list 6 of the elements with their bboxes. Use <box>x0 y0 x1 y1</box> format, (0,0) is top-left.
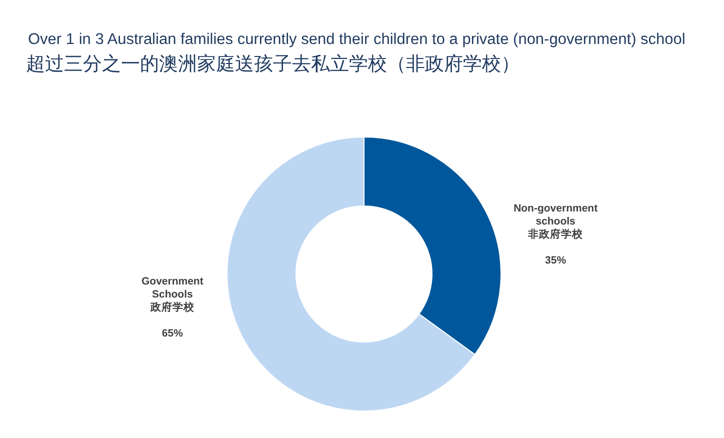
chart-title: Over 1 in 3 Australian families currently send their children to a private (non-government) school <box>28 31 686 48</box>
data-label: 35% <box>545 254 567 267</box>
slice-label: Government Schools 政府学校 <box>142 275 204 314</box>
data-label: 65% <box>162 327 184 340</box>
slice-label: Non-government schools 非政府学校 <box>514 202 598 241</box>
chart-subtitle: 超过三分之一的澳洲家庭送孩子去私立学校（非政府学校） <box>26 53 520 75</box>
